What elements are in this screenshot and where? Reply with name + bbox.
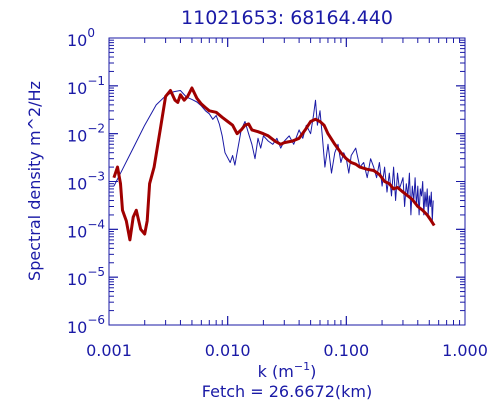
- x-axis-ticks: [108, 38, 466, 325]
- x-tick-label: 0.100: [323, 341, 369, 360]
- y-tick-label: 10−4: [67, 217, 105, 241]
- y-tick-label: 10−2: [67, 122, 105, 146]
- x-tick-label: 0.001: [86, 341, 132, 360]
- y-tick-label: 10−6: [67, 313, 105, 337]
- chart-title: 11021653: 68164.440: [181, 7, 393, 29]
- x-tick-label: 1.000: [442, 341, 488, 360]
- y-axis-ticks: [109, 37, 465, 326]
- y-tick-label: 10−3: [67, 170, 105, 194]
- plot-frame: [108, 37, 466, 326]
- fetch-label: Fetch = 26.6672(km): [202, 382, 372, 400]
- series-layer: [112, 86, 436, 242]
- raw-spectrum-line: [113, 90, 434, 222]
- y-axis-tick-labels: 10−6 10−5 10−4 10−3 10−2 10−1 100: [67, 26, 105, 337]
- y-tick-label: 10−5: [67, 265, 105, 289]
- x-axis-label: k (m−1): [258, 360, 317, 381]
- smoothed-spectrum-line: [112, 86, 436, 242]
- x-axis-tick-labels: 0.001 0.010 0.100 1.000: [86, 341, 488, 360]
- y-axis-label: Spectral density m^2/Hz: [25, 81, 44, 281]
- y-tick-label: 10−1: [67, 74, 105, 98]
- y-tick-label: 100: [67, 26, 95, 50]
- x-tick-label: 0.010: [205, 341, 251, 360]
